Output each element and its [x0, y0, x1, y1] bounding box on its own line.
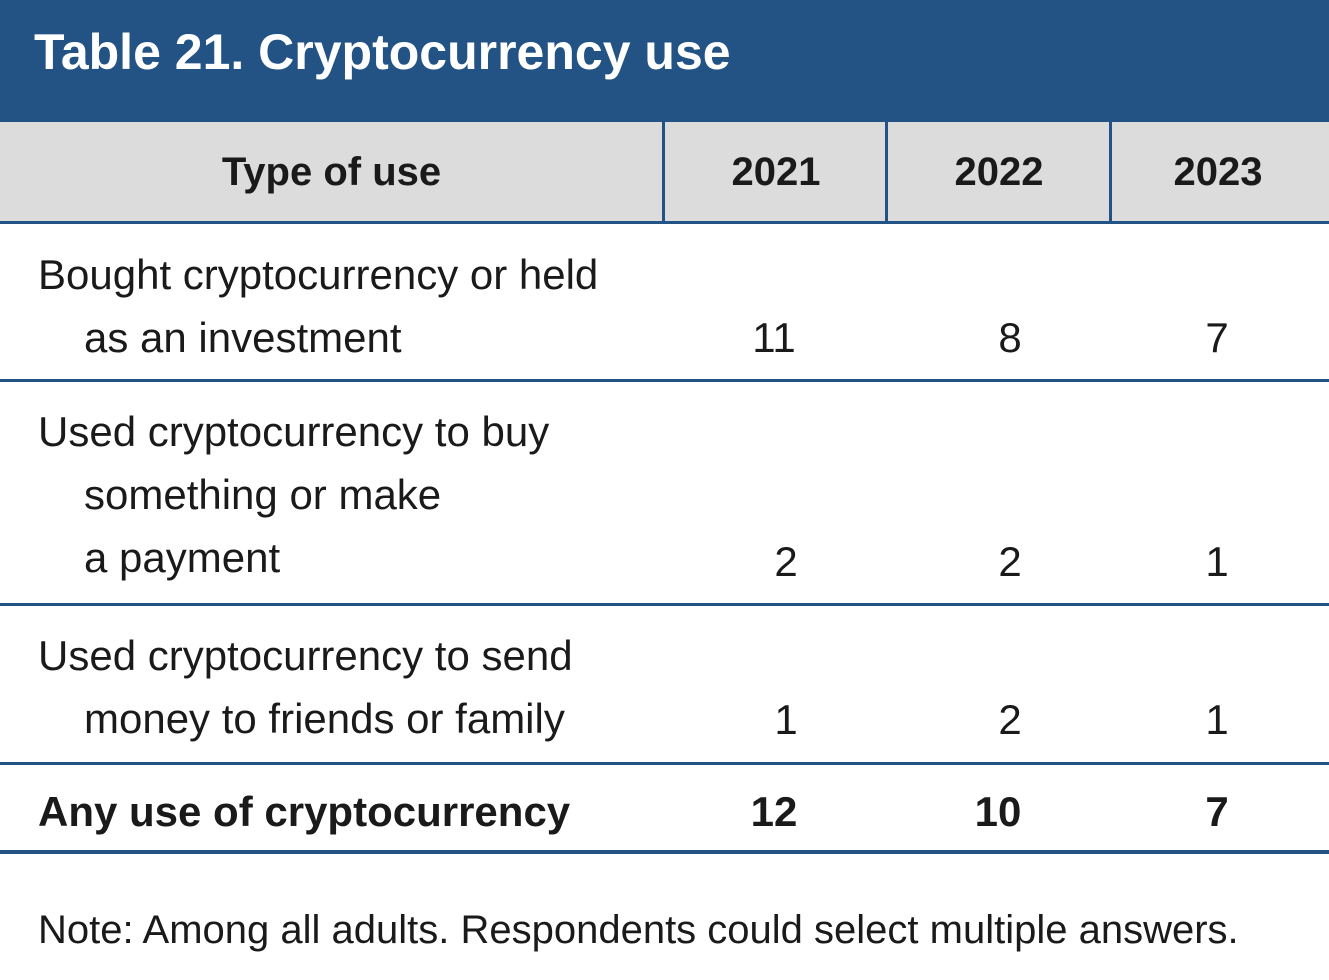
table-title: Table 21. Cryptocurrency use — [34, 24, 731, 80]
row-label-line: a payment — [84, 534, 281, 581]
total-row-label: Any use of cryptocurrency — [38, 788, 571, 835]
cell-2021: 1 — [774, 696, 798, 743]
cell-2022: 8 — [998, 314, 1022, 361]
header-divider — [885, 122, 888, 222]
cell-2023: 7 — [1205, 314, 1229, 361]
cell-2023: 1 — [1205, 696, 1229, 743]
column-header-2023: 2023 — [1173, 149, 1263, 194]
row-divider — [0, 379, 1329, 382]
title-bar: Table 21. Cryptocurrency use — [0, 0, 1329, 122]
row-label-line: money to friends or family — [84, 695, 565, 742]
header-divider — [1109, 122, 1112, 222]
column-header-2021: 2021 — [731, 149, 821, 194]
cell-2022: 2 — [998, 696, 1022, 743]
cell-2023: 1 — [1205, 538, 1229, 585]
cell-2021: 2 — [774, 538, 798, 585]
cell-2021: 11 — [752, 314, 796, 361]
row-label-send-money: Used cryptocurrency to send money to fri… — [38, 624, 573, 750]
table-note: Note: Among all adults. Respondents coul… — [38, 908, 1239, 952]
row-label-line: Bought cryptocurrency or held — [38, 251, 599, 298]
row-label-line: as an investment — [84, 314, 402, 361]
column-header-2022: 2022 — [954, 149, 1044, 194]
total-2022: 10 — [974, 788, 1022, 835]
row-divider — [0, 603, 1329, 606]
row-divider — [0, 762, 1329, 765]
total-2023: 7 — [1205, 788, 1229, 835]
table-bottom-rule — [0, 850, 1329, 854]
total-2021: 12 — [750, 788, 798, 835]
cell-2022: 2 — [998, 538, 1022, 585]
row-label-line: Used cryptocurrency to send — [38, 632, 573, 679]
row-divider — [0, 221, 1329, 224]
row-label-investment: Bought cryptocurrency or held as an inve… — [38, 243, 598, 369]
column-header-type: Type of use — [221, 149, 442, 194]
header-divider — [662, 122, 665, 222]
row-label-line: Used cryptocurrency to buy — [38, 408, 550, 455]
row-label-line: something or make — [84, 471, 442, 518]
row-label-purchase: Used cryptocurrency to buy something or … — [38, 400, 549, 589]
